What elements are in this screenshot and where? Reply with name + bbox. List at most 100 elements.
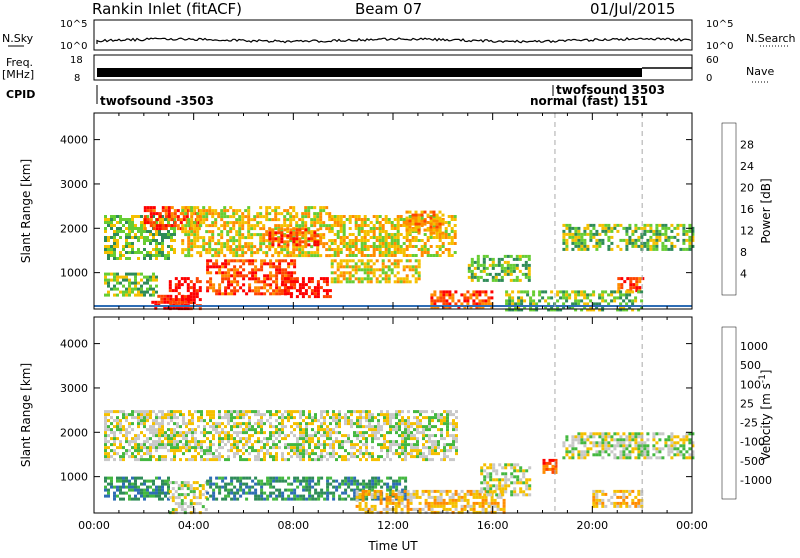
power-cell [193,239,196,242]
power-cell [174,224,177,227]
power-cell [155,285,158,288]
vel-cell [422,425,425,428]
power-cell [382,265,385,268]
vel-cell [416,493,419,496]
vel-cell [688,441,691,444]
power-cell [238,215,241,218]
power-cell [400,259,403,262]
power-colorbar-tick: 24 [740,160,754,173]
vel-cell [230,428,233,431]
vel-cell [431,452,434,455]
vel-cell [179,431,182,434]
power-cell [305,283,308,286]
vel-cell [182,413,185,416]
power-cell [430,296,433,299]
power-cell [233,271,236,274]
vel-cell [146,413,149,416]
power-cell [150,218,153,221]
vel-cell [199,496,202,499]
power-cell [140,227,143,230]
power-cell [424,251,427,254]
power-cell [110,248,113,251]
power-cell [629,286,632,289]
power-cell [171,206,174,209]
vel-cell [172,496,175,499]
power-cell [146,291,149,294]
power-cell [601,230,604,233]
power-cell [652,248,655,251]
power-cell [607,239,610,242]
power-cell [116,273,119,276]
vel-cell [434,496,437,499]
vel-cell [245,422,248,425]
power-cell [137,273,140,276]
vel-cell [401,477,404,480]
vel-cell [281,452,284,455]
vel-cell [338,419,341,422]
power-cell [217,227,220,230]
power-cell [224,286,227,289]
power-cell [379,239,382,242]
vel-cell [338,422,341,425]
power-cell [254,271,257,274]
power-cell [370,280,373,283]
vel-cell [149,443,152,446]
vel-cell [380,480,383,483]
vel-cell [275,495,278,498]
power-cell [209,280,212,283]
power-cell [571,242,574,245]
power-cell [355,221,358,224]
vel-cell [299,410,302,413]
vel-cell [410,443,413,446]
power-cell [134,236,137,239]
power-cell [265,254,268,257]
power-cell [233,259,236,262]
power-cell [586,224,589,227]
vel-cell [356,480,359,483]
vel-cell [202,484,205,487]
vel-cell [341,483,344,486]
vel-cell [613,444,616,447]
vel-cell [239,480,242,483]
power-cell [280,212,283,215]
vel-cell [398,425,401,428]
vel-cell [404,486,407,489]
vel-cell [275,437,278,440]
power-cell [147,221,150,224]
vel-cell [194,428,197,431]
vel-cell [625,435,628,438]
vel-cell [344,477,347,480]
power-cell [634,224,637,227]
power-cell [313,221,316,224]
power-cell [424,223,427,226]
power-cell [274,231,277,234]
vel-cell [473,490,476,493]
power-cell [144,206,147,209]
vel-cell [365,431,368,434]
vel-cell [350,452,353,455]
power-cell [400,245,403,248]
power-cell [196,251,199,254]
vel-cell [622,441,625,444]
vel-cell [317,425,320,428]
vel-cell [110,486,113,489]
power-cell [274,227,277,230]
vel-cell [383,443,386,446]
power-cell [367,224,370,227]
power-cell [463,299,466,302]
power-cell [607,293,610,296]
power-cell [202,218,205,221]
vel-cell [437,502,440,505]
vel-cell [248,410,251,413]
power-cell [337,265,340,268]
power-cell [181,295,184,298]
vel-cell [158,498,161,501]
vel-cell [233,410,236,413]
power-cell [317,295,320,298]
vel-cell [116,477,119,480]
power-cell [373,227,376,230]
vel-cell [173,428,176,431]
power-cell [196,295,199,298]
power-cell [406,233,409,236]
power-cell [322,209,325,212]
